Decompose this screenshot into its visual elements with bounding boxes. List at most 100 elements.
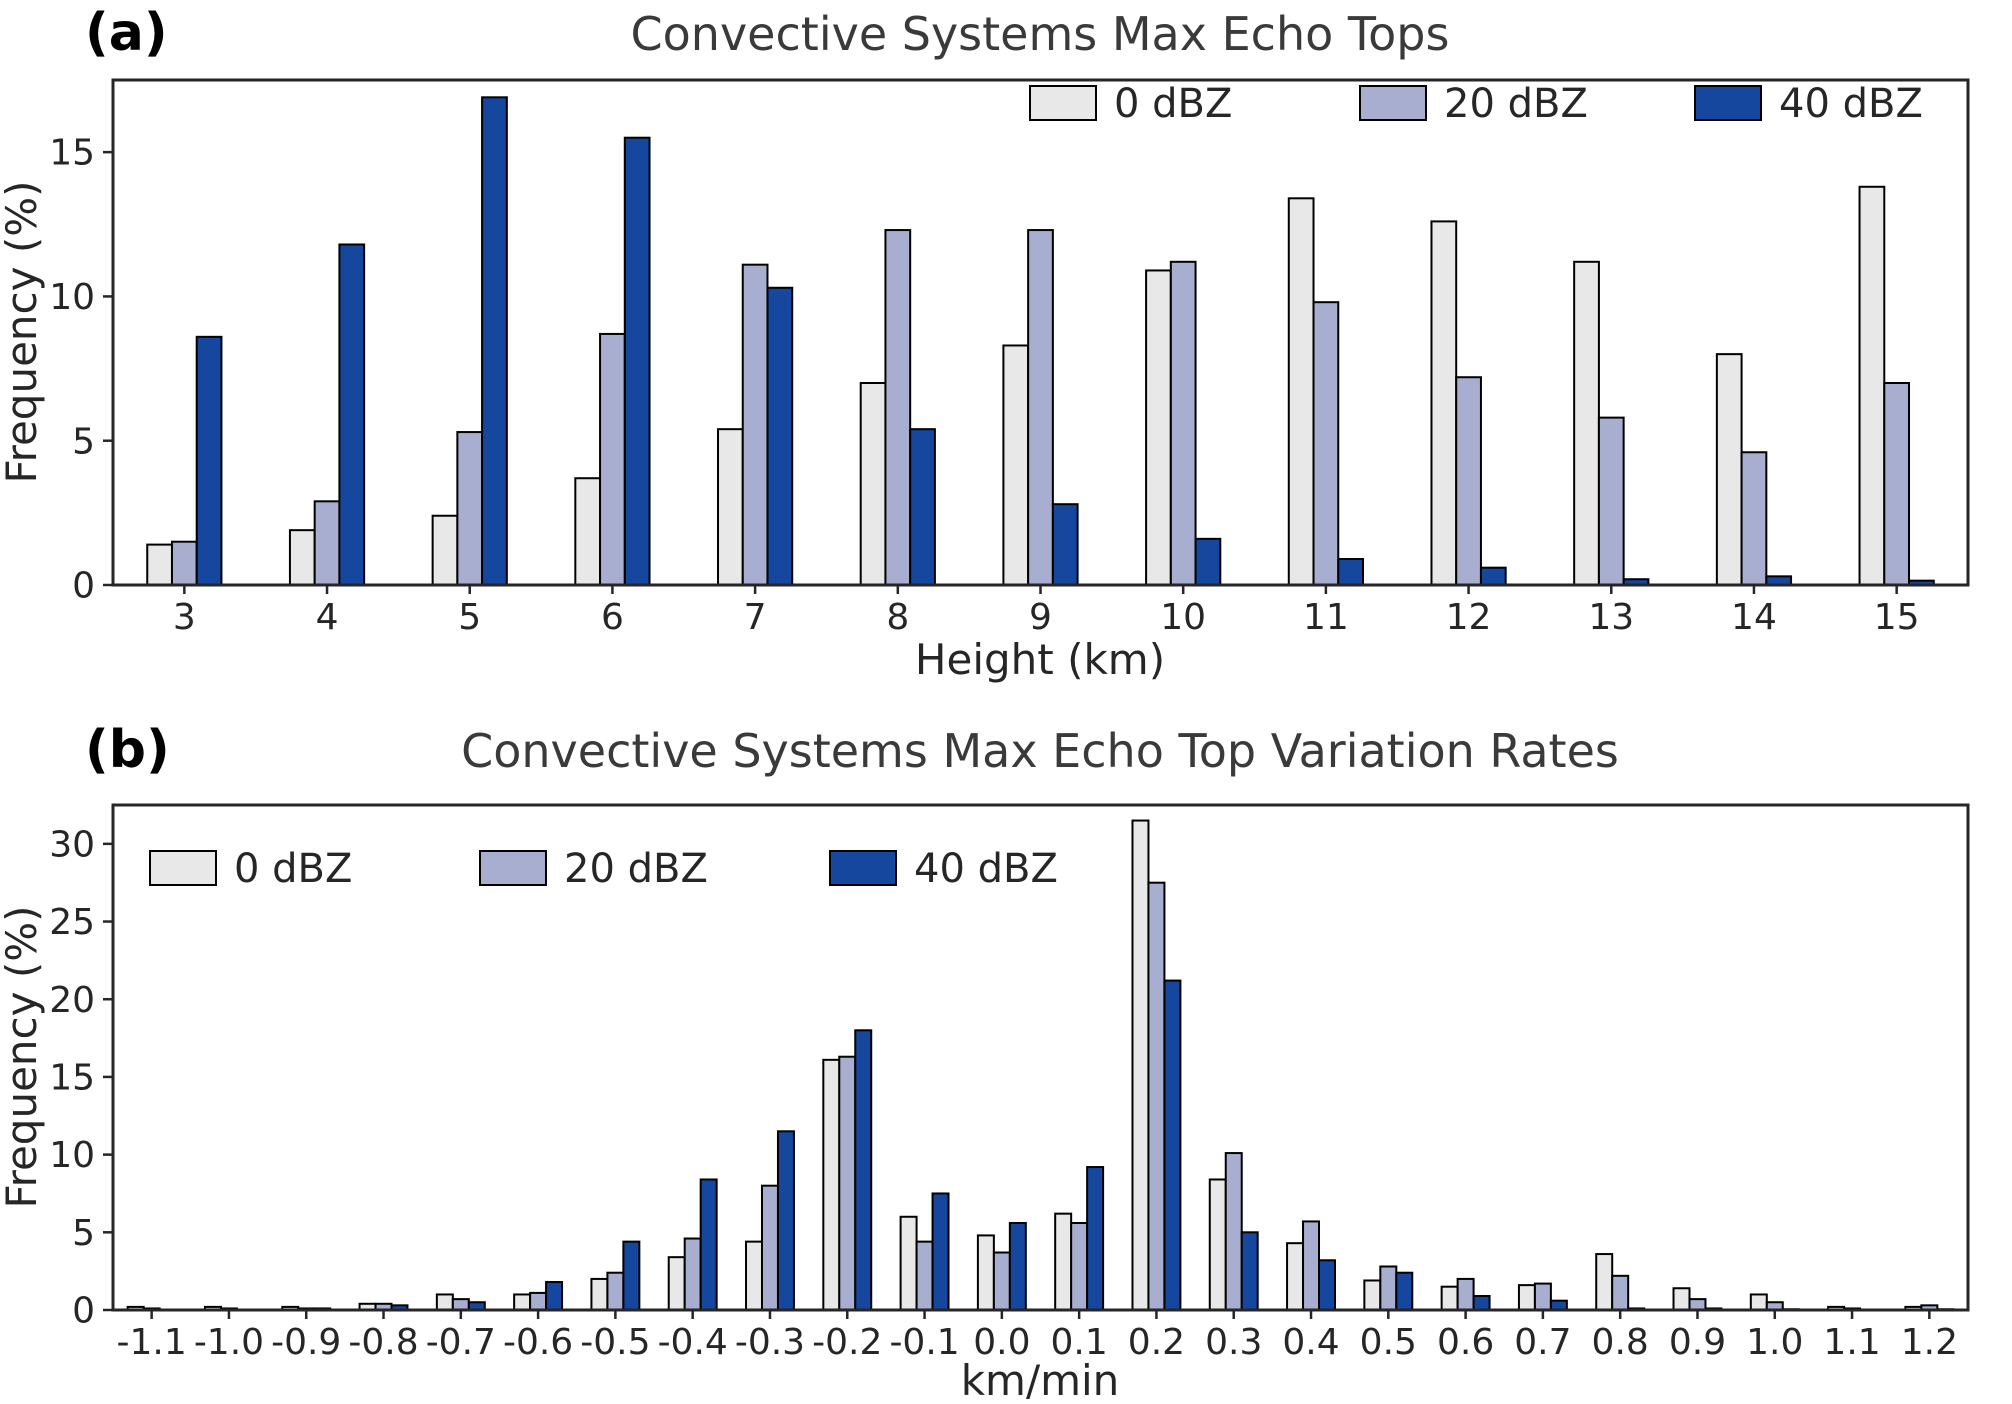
legend-swatch-40-dbz <box>1694 85 1762 121</box>
bar-40-dbz <box>1008 1221 1027 1311</box>
y-tick-label: 20 <box>49 980 95 1021</box>
x-tick-label: -1.0 <box>194 1322 264 1363</box>
x-tick-label: 0.2 <box>1128 1322 1185 1363</box>
bar-40-dbz <box>338 243 366 586</box>
bar-20-dbz <box>1455 376 1482 586</box>
x-tick-label: -0.9 <box>271 1322 341 1363</box>
x-tick-label: 3 <box>173 597 196 638</box>
legend-label: 20 dBZ <box>564 846 708 892</box>
plot-frame <box>111 803 1970 1312</box>
plot-frame <box>111 78 1970 587</box>
legend-label: 0 dBZ <box>1114 81 1232 127</box>
bar-20-dbz <box>170 540 198 587</box>
bar-0-dbz <box>1440 1285 1459 1312</box>
x-tick-label: 0.1 <box>1051 1322 1108 1363</box>
bar-0-dbz <box>1672 1287 1691 1311</box>
bar-0-dbz <box>1131 819 1150 1312</box>
bar-0-dbz <box>717 428 744 586</box>
x-tick-label: -1.1 <box>117 1322 187 1363</box>
bar-0-dbz <box>1145 269 1172 586</box>
bar-0-dbz <box>1287 197 1315 586</box>
bar-0-dbz <box>146 543 173 586</box>
x-tick-label: 8 <box>886 597 909 638</box>
x-tick-label: 7 <box>744 597 767 638</box>
bar-40-dbz <box>1472 1295 1491 1311</box>
panel-b-title: Convective Systems Max Echo Top Variatio… <box>461 724 1619 778</box>
panel-b-ylabel: Frequency (%) <box>0 905 46 1208</box>
bar-40-dbz <box>699 1178 718 1311</box>
x-tick-label: 13 <box>1588 597 1634 638</box>
y-tick-label: 0 <box>72 1291 95 1332</box>
x-tick-label: 1.1 <box>1823 1322 1880 1363</box>
bar-0-dbz <box>1002 344 1030 586</box>
panel-a-chart: (a) Convective Systems Max Echo Tops Fre… <box>0 3 1970 684</box>
bar-0-dbz <box>976 1234 995 1312</box>
bar-20-dbz <box>313 500 341 587</box>
y-tick-label: 5 <box>72 1213 95 1254</box>
bar-20-dbz <box>741 263 769 586</box>
x-tick-label: 4 <box>316 597 339 638</box>
bar-40-dbz <box>1318 1259 1336 1311</box>
bar-40-dbz <box>854 1029 873 1311</box>
bar-0-dbz <box>667 1256 686 1312</box>
bar-20-dbz <box>1688 1298 1707 1311</box>
bar-40-dbz <box>195 335 223 587</box>
x-tick-label: 0.9 <box>1669 1322 1726 1363</box>
bar-20-dbz <box>1169 260 1197 586</box>
bar-0-dbz <box>1573 260 1600 586</box>
legend-label: 40 dBZ <box>1779 81 1923 127</box>
legend-swatch-40-dbz <box>829 850 897 886</box>
panel-a-ylabel: Frequency (%) <box>0 180 46 483</box>
bar-20-dbz <box>1456 1277 1475 1312</box>
x-tick-label: 12 <box>1446 597 1492 638</box>
x-tick-label: -0.6 <box>503 1322 573 1363</box>
panel-a-plot: 0 5 10 15 3 4 5 6 7 8 9 10 11 12 13 14 15 0 dBZ 20 dBZ 40 d… <box>49 78 1970 638</box>
y-tick-label: 30 <box>49 824 95 865</box>
panel-b-plot: 0 5 10 15 20 25 30 -1.1 -1.0 -0.9 -0.8 -0.7 -0.6 -0.5… <box>49 803 1970 1363</box>
x-tick-label: 15 <box>1874 597 1920 638</box>
bar-20-dbz <box>1147 881 1166 1311</box>
bar-40-dbz <box>766 286 794 586</box>
legend-label: 0 dBZ <box>234 846 352 892</box>
bar-0-dbz <box>822 1058 841 1312</box>
bar-40-dbz <box>931 1192 950 1312</box>
y-tick-label: 0 <box>72 566 95 607</box>
y-tick-label: 10 <box>49 1135 95 1176</box>
bar-0-dbz <box>1858 185 1886 586</box>
panel-a-title: Convective Systems Max Echo Tops <box>631 7 1450 61</box>
legend-swatch-20-dbz <box>479 850 547 886</box>
bar-40-dbz <box>1240 1231 1259 1311</box>
bar-0-dbz <box>1054 1212 1073 1311</box>
x-tick-label: 0.7 <box>1514 1322 1571 1363</box>
bar-40-dbz <box>622 1240 641 1312</box>
bar-40-dbz <box>776 1130 795 1311</box>
x-tick-label: 5 <box>458 597 481 638</box>
bar-20-dbz <box>456 431 484 586</box>
x-tick-label: 1.2 <box>1901 1322 1958 1363</box>
panel-a-label: (a) <box>85 3 168 63</box>
panel-b-xlabel: km/min <box>961 1356 1120 1404</box>
bar-0-dbz <box>1749 1293 1768 1312</box>
bar-40-dbz <box>1395 1271 1414 1312</box>
bar-0-dbz <box>574 477 602 587</box>
x-tick-label: -0.3 <box>735 1322 805 1363</box>
panel-b-chart: (b) Convective Systems Max Echo Top Vari… <box>0 720 1970 1404</box>
bar-40-dbz <box>1337 558 1364 586</box>
x-tick-label: -0.5 <box>580 1322 650 1363</box>
bar-20-dbz <box>529 1291 548 1312</box>
bar-0-dbz <box>590 1277 609 1312</box>
bar-40-dbz <box>481 96 508 586</box>
bar-20-dbz <box>1740 451 1768 586</box>
bar-20-dbz <box>599 332 626 587</box>
x-tick-label: -0.8 <box>348 1322 418 1363</box>
x-tick-label: -0.1 <box>889 1322 959 1363</box>
panel-a-xlabel: Height (km) <box>915 635 1165 684</box>
bar-0-dbz <box>859 382 887 586</box>
bar-40-dbz <box>1479 566 1507 587</box>
bar-20-dbz <box>1883 382 1911 586</box>
x-tick-label: 9 <box>1029 597 1052 638</box>
bar-0-dbz <box>1363 1279 1382 1312</box>
bar-20-dbz <box>1027 229 1054 587</box>
x-tick-label: 0.3 <box>1205 1322 1262 1363</box>
